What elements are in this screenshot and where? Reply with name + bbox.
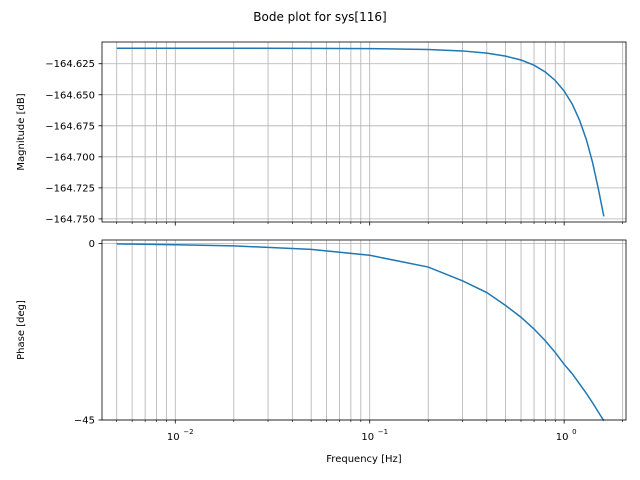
magnitude-axes: −164.625 −164.650 −164.675 −164.700 −164.725…: [16, 41, 627, 226]
phase-y-ticks: 0 −45: [74, 239, 102, 427]
phase-series-line: [116, 243, 605, 422]
x-tick-label: 10: [167, 432, 180, 443]
magnitude-y-tick-label: −164.700: [45, 152, 95, 163]
magnitude-line: [116, 47, 605, 217]
phase-frame: [101, 239, 627, 421]
figure-title: Bode plot for sys[116]: [253, 10, 386, 24]
magnitude-frame: [101, 41, 627, 223]
x-tick-label-exponent: −1: [378, 428, 388, 436]
magnitude-x-ticks: [116, 222, 623, 226]
magnitude-y-tick-label: −164.725: [45, 183, 95, 194]
phase-y-tick-label: 0: [89, 239, 95, 250]
phase-x-ticks: 10 −2 10 −1 10 0: [116, 420, 623, 443]
magnitude-y-tick-label: −164.750: [45, 214, 95, 225]
x-tick-label: 10: [556, 432, 569, 443]
magnitude-y-tick-label: −164.650: [45, 90, 95, 101]
magnitude-y-ticks: −164.625 −164.650 −164.675 −164.700 −164.725…: [45, 59, 102, 225]
magnitude-y-tick-label: −164.675: [45, 121, 95, 132]
phase-line: [116, 243, 605, 422]
phase-gridlines: [102, 240, 626, 421]
x-tick-label: 10: [361, 432, 374, 443]
magnitude-ylabel: Magnitude [dB]: [16, 93, 27, 170]
magnitude-series-line: [116, 47, 605, 217]
magnitude-y-tick-label: −164.625: [45, 59, 95, 70]
phase-axes: 10 −2 10 −1 10 0 0−45 Phase [deg] Frequency […: [16, 239, 627, 465]
phase-xlabel: Frequency [Hz]: [326, 454, 402, 465]
x-tick-label-exponent: 0: [572, 428, 576, 436]
magnitude-gridlines: [102, 42, 626, 222]
phase-y-tick-label: −45: [74, 416, 95, 427]
x-tick-label-exponent: −2: [183, 428, 193, 436]
phase-ylabel: Phase [deg]: [16, 300, 27, 360]
